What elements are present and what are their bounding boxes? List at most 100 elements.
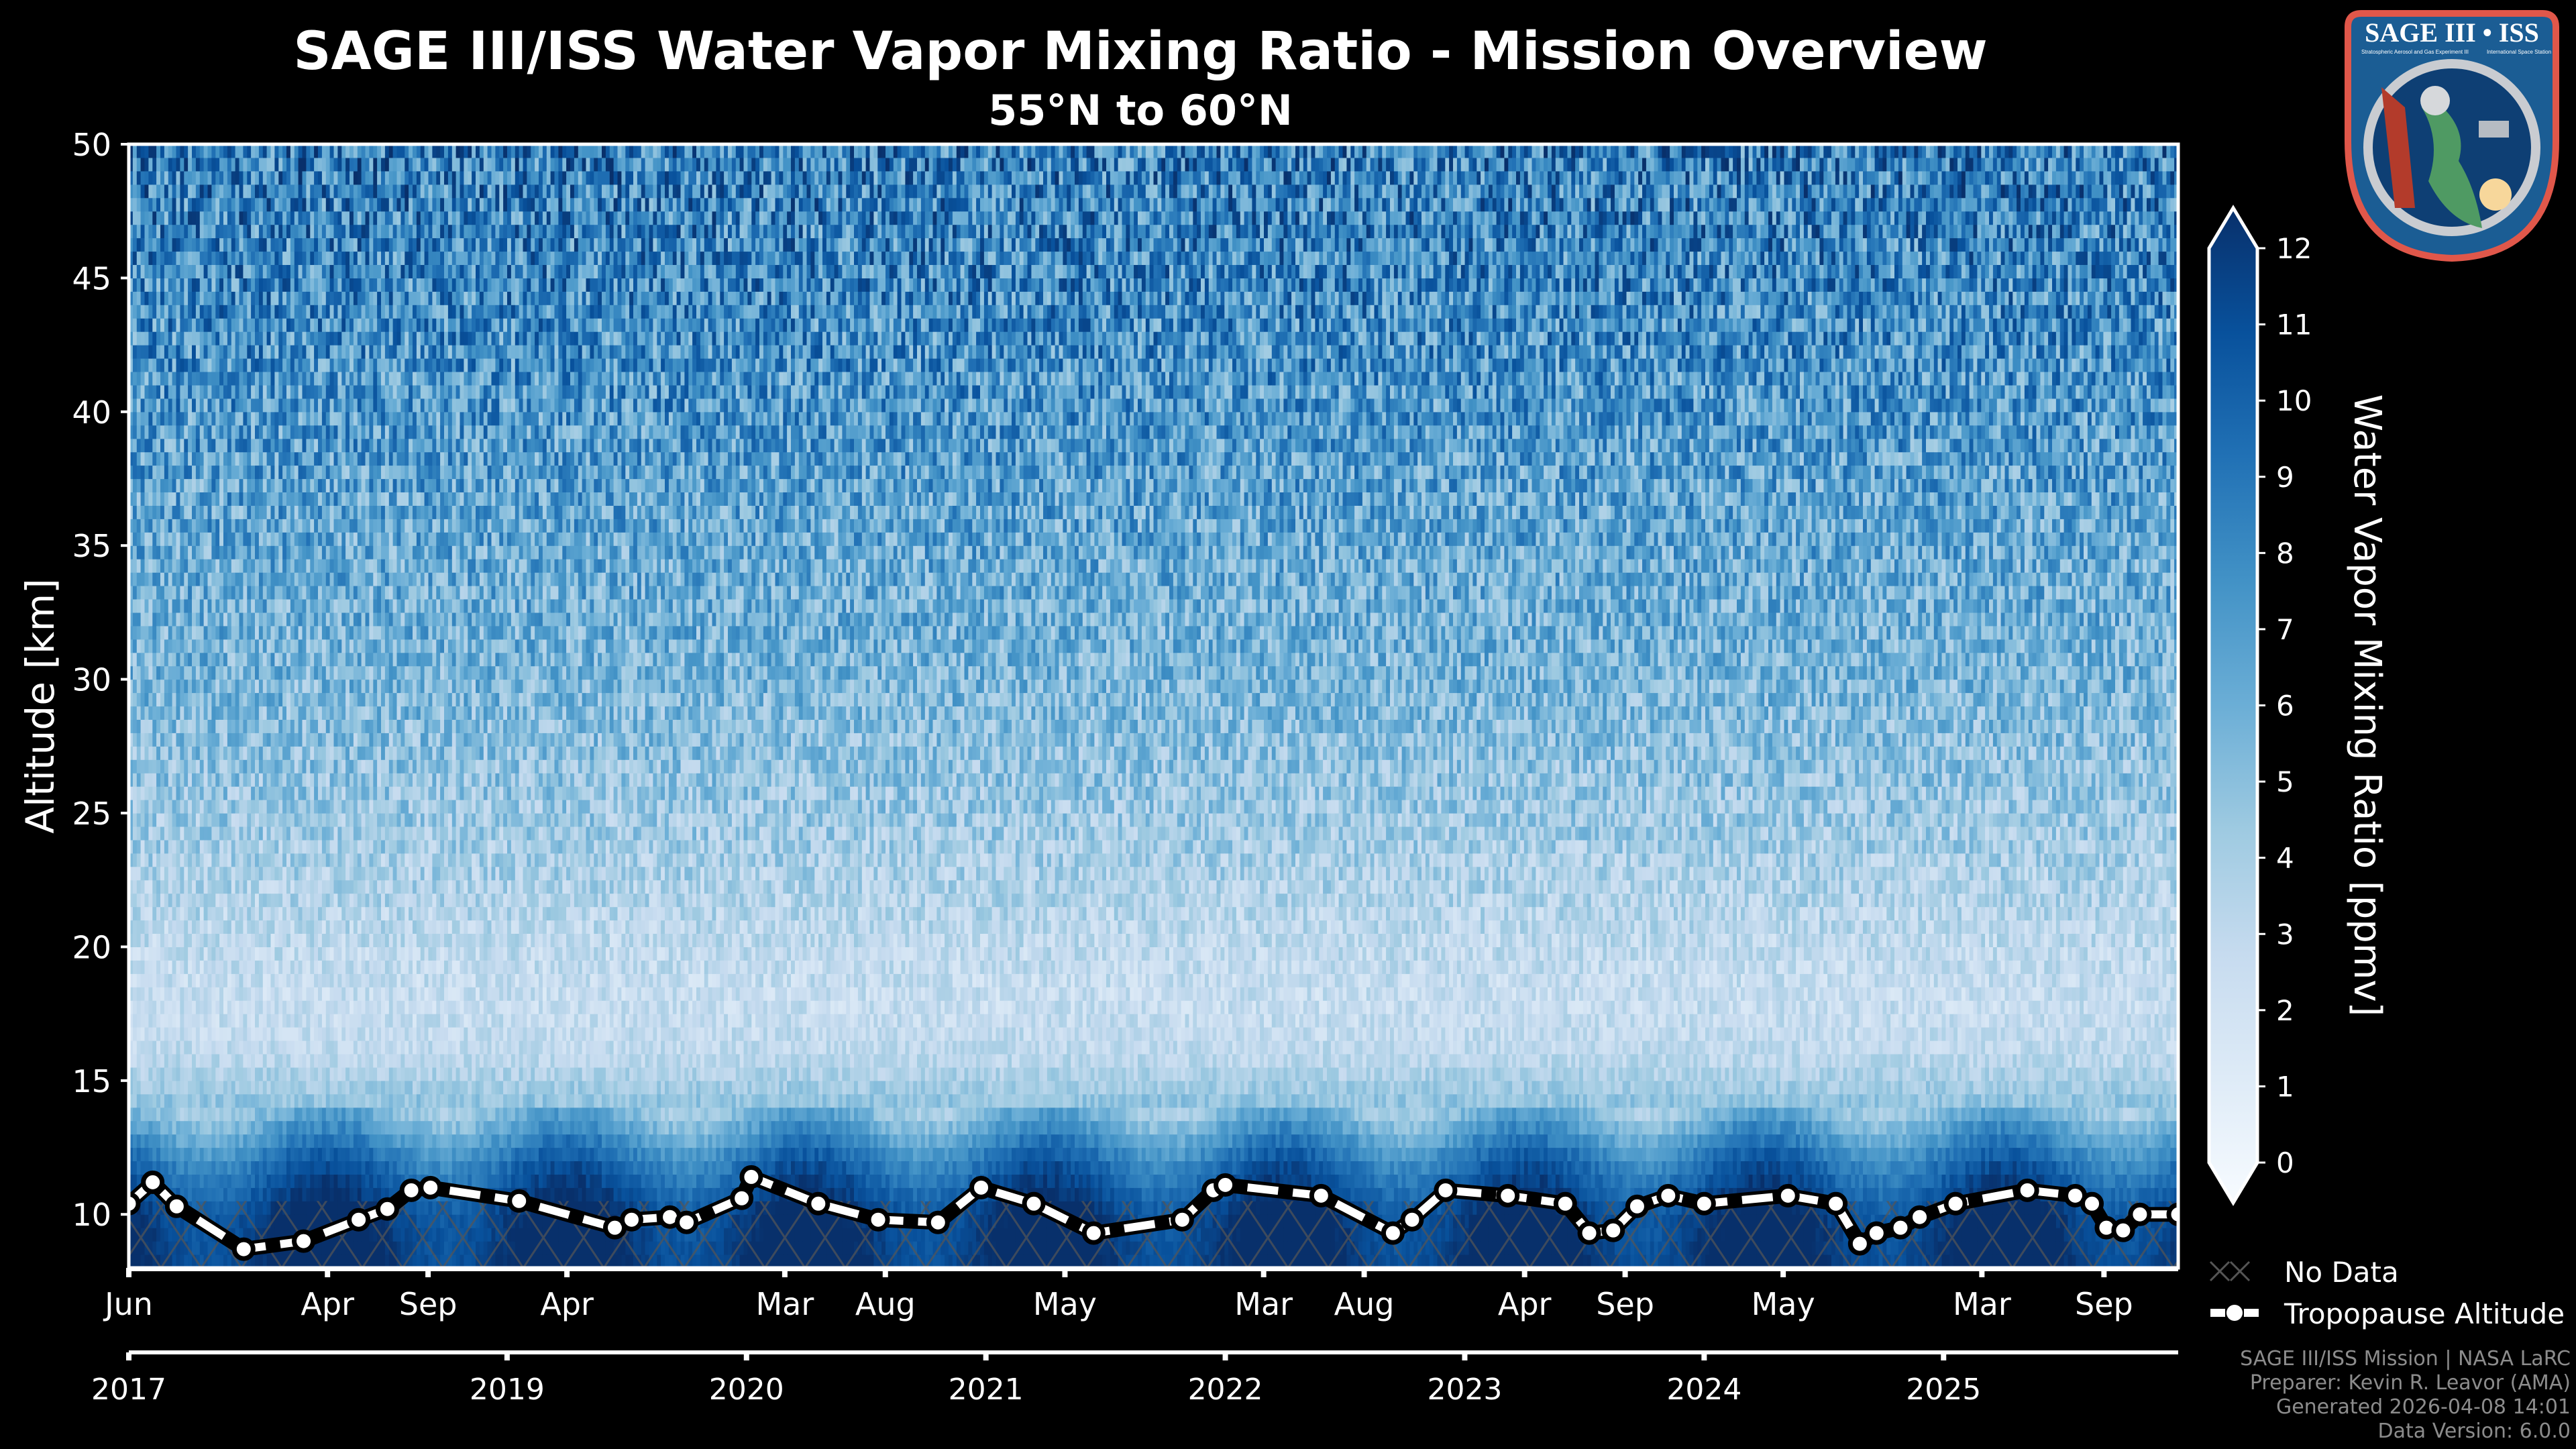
heatmap-cell	[239, 211, 244, 225]
heatmap-cell	[195, 973, 201, 987]
heatmap-cell	[282, 197, 287, 212]
heatmap-cell	[255, 973, 260, 987]
heatmap-cell	[306, 465, 311, 480]
heatmap-cell	[258, 411, 264, 426]
heatmap-cell	[207, 947, 212, 961]
heatmap-cell	[243, 813, 248, 827]
heatmap-cell	[286, 973, 291, 987]
heatmap-cell	[231, 706, 236, 720]
heatmap-cell	[286, 425, 291, 439]
heatmap-cell	[188, 264, 193, 278]
heatmap-cell	[144, 665, 149, 680]
heatmap-cell	[140, 719, 146, 733]
heatmap-cell	[266, 211, 272, 225]
heatmap-cell	[235, 733, 240, 747]
heatmap-cell	[251, 318, 256, 332]
heatmap-cell	[199, 879, 205, 894]
heatmap-cell	[132, 1027, 138, 1041]
heatmap-cell	[321, 906, 327, 921]
heatmap-cell	[132, 144, 138, 158]
heatmap-cell	[207, 893, 212, 908]
heatmap-cell	[227, 639, 232, 653]
heatmap-cell	[357, 733, 362, 747]
heatmap-cell	[353, 1093, 358, 1108]
heatmap-cell	[199, 438, 205, 453]
heatmap-cell	[255, 237, 260, 252]
heatmap-cell	[290, 839, 295, 854]
heatmap-cell	[203, 826, 209, 841]
heatmap-cell	[160, 425, 165, 439]
heatmap-cell	[160, 519, 165, 533]
heatmap-cell	[180, 425, 184, 439]
heatmap-cell	[294, 438, 299, 453]
heatmap-cell	[239, 692, 244, 707]
heatmap-cell	[136, 1027, 142, 1041]
heatmap-cell	[247, 532, 252, 546]
heatmap-cell	[310, 211, 315, 225]
heatmap-cell	[329, 1187, 335, 1201]
heatmap-cell	[215, 519, 220, 533]
heatmap-cell	[290, 759, 295, 773]
heatmap-cell	[192, 465, 197, 480]
heatmap-cell	[148, 1093, 153, 1108]
heatmap-cell	[231, 478, 236, 492]
heatmap-cell	[314, 866, 319, 881]
heatmap-cell	[184, 505, 189, 519]
heatmap-cell	[341, 1187, 346, 1201]
heatmap-cell	[207, 545, 212, 559]
heatmap-cell	[239, 505, 244, 519]
heatmap-cell	[132, 893, 138, 908]
heatmap-cell	[298, 278, 303, 292]
heatmap-cell	[156, 157, 161, 172]
heatmap-cell	[341, 438, 346, 453]
heatmap-cell	[132, 652, 138, 667]
heatmap-cell	[302, 853, 307, 867]
heatmap-cell	[290, 465, 295, 480]
heatmap-cell	[172, 144, 177, 158]
heatmap-cell	[353, 866, 358, 881]
heatmap-cell	[266, 612, 272, 627]
heatmap-cell	[306, 331, 311, 345]
heatmap-cell	[152, 1027, 157, 1041]
heatmap-cell	[188, 331, 193, 345]
heatmap-cell	[310, 305, 315, 319]
heatmap-cell	[140, 411, 146, 426]
heatmap-cell	[278, 612, 283, 627]
heatmap-cell	[223, 853, 228, 867]
heatmap-cell	[306, 572, 311, 586]
heatmap-cell	[235, 278, 240, 292]
heatmap-cell	[282, 1174, 287, 1188]
heatmap-cell	[345, 692, 350, 707]
heatmap-cell	[199, 1093, 205, 1108]
heatmap-cell	[176, 960, 180, 974]
heatmap-cell	[321, 947, 327, 961]
heatmap-cell	[247, 853, 252, 867]
heatmap-cell	[255, 425, 260, 439]
heatmap-cell	[333, 1027, 338, 1041]
heatmap-cell	[207, 692, 212, 707]
heatmap-cell	[215, 144, 220, 158]
heatmap-cell	[140, 144, 146, 158]
heatmap-cell	[219, 1054, 224, 1068]
heatmap-cell	[266, 1134, 272, 1148]
heatmap-cell	[294, 559, 299, 573]
heatmap-cell	[278, 1027, 283, 1041]
heatmap-cell	[251, 813, 256, 827]
heatmap-cell	[164, 1027, 169, 1041]
heatmap-cell	[188, 1067, 193, 1081]
heatmap-cell	[282, 184, 287, 199]
heatmap-cell	[203, 947, 209, 961]
heatmap-cell	[266, 572, 272, 586]
heatmap-cell	[333, 786, 338, 800]
heatmap-cell	[195, 1014, 201, 1028]
heatmap-cell	[310, 639, 315, 653]
heatmap-cell	[337, 559, 342, 573]
heatmap-cell	[337, 933, 342, 947]
heatmap-cell	[156, 960, 161, 974]
heatmap-cell	[231, 1134, 236, 1148]
heatmap-cell	[258, 866, 264, 881]
heatmap-cell	[345, 719, 350, 733]
heatmap-cell	[247, 1107, 252, 1122]
heatmap-cell	[211, 237, 216, 252]
heatmap-cell	[321, 478, 327, 492]
